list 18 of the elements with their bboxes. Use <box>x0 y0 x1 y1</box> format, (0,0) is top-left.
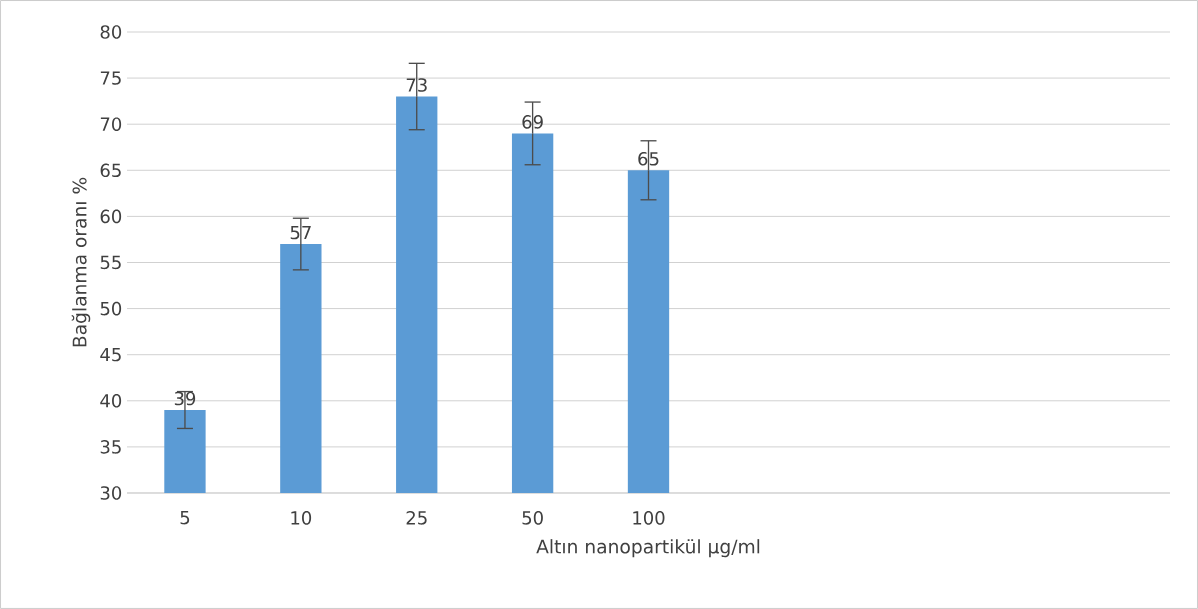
y-tick-label: 65 <box>100 163 121 178</box>
x-axis-title: Altın nanopartikül µg/ml <box>536 539 760 558</box>
y-axis-title: Bağlanma oranı % <box>71 177 91 347</box>
x-tick-label: 10 <box>291 511 312 525</box>
x-tick-label: 25 <box>406 511 427 525</box>
y-tick-label: 75 <box>100 71 121 85</box>
y-tick-label: 30 <box>100 486 122 500</box>
x-tick-label: 5 <box>180 511 190 525</box>
y-tick-label: 80 <box>100 25 122 39</box>
y-tick-label: 45 <box>100 347 121 362</box>
y-tick-label: 60 <box>100 209 122 224</box>
y-tick-label: 35 <box>100 440 121 454</box>
x-tick-label: 50 <box>522 511 543 525</box>
y-tick-label: 40 <box>100 393 122 408</box>
x-tick-label: 100 <box>633 511 665 525</box>
y-tick-label: 70 <box>100 117 122 131</box>
y-tick-label: 55 <box>100 255 121 270</box>
y-tick-label: 50 <box>100 301 122 316</box>
